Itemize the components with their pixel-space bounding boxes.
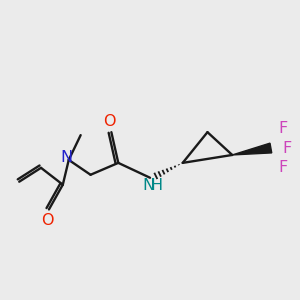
Text: N: N (61, 150, 73, 165)
Text: H: H (151, 178, 163, 193)
Polygon shape (232, 143, 272, 155)
Text: N: N (142, 178, 154, 193)
Text: O: O (41, 213, 53, 228)
Text: F: F (278, 121, 287, 136)
Text: O: O (103, 114, 116, 129)
Text: F: F (282, 140, 291, 155)
Text: F: F (278, 160, 287, 175)
